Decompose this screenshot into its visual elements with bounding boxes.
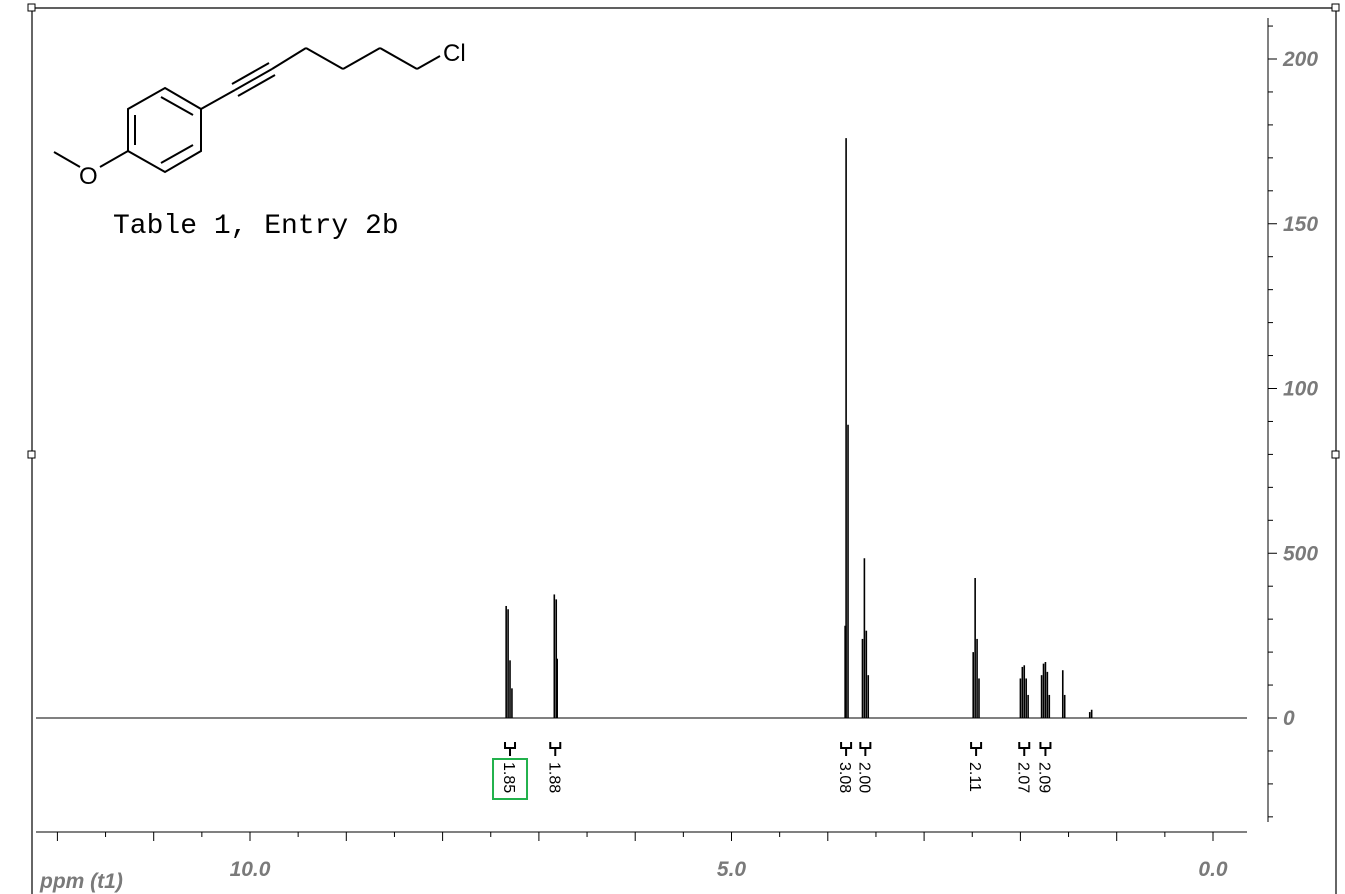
spectrum xyxy=(505,138,1093,718)
integral-marker: 2.00 xyxy=(855,742,872,793)
y-tick-label: 150 xyxy=(1283,213,1318,236)
ring-double-bond-2 xyxy=(160,144,194,164)
y-tick-label: 100 xyxy=(1283,378,1318,401)
integrals: 1.85 1.88 3.08 2.00 2.11 2.07 2.09 xyxy=(492,742,1052,800)
x-tick-label: 0.0 xyxy=(1198,858,1228,881)
integral-value: 2.00 xyxy=(855,762,872,793)
integral-marker: 2.09 xyxy=(1035,742,1052,793)
ring-double-bond-1 xyxy=(160,96,194,116)
integral-value: 1.85 xyxy=(500,762,517,793)
integral-marker: 2.07 xyxy=(1014,742,1031,793)
integral-bracket xyxy=(859,742,872,756)
x-axis-title: ppm (t1) xyxy=(39,870,123,893)
o-methyl-bond xyxy=(53,151,81,168)
integral-marker: 1.88 xyxy=(545,742,562,793)
ring-o-bond xyxy=(99,150,129,168)
integral-marker: 2.11 xyxy=(966,742,983,792)
chain-bond-2 xyxy=(305,47,344,70)
x-axis: 10.0 5.0 0.0 xyxy=(36,831,1247,881)
triple-bond-lower xyxy=(237,74,276,97)
oxygen-label: O xyxy=(79,163,98,190)
frame-handle-left[interactable] xyxy=(27,450,36,459)
chlorine-label: Cl xyxy=(443,40,466,67)
integral-value: 1.88 xyxy=(545,762,562,793)
chain-bond-cl xyxy=(416,55,441,70)
triple-bond-center xyxy=(234,68,273,91)
frame-handle-top-right[interactable] xyxy=(1331,3,1340,12)
compound-caption: Table 1, Entry 2b xyxy=(113,211,399,242)
frame-handle-right[interactable] xyxy=(1331,450,1340,459)
integral-bracket xyxy=(970,742,983,756)
integral-bracket xyxy=(840,742,853,756)
x-tick-label: 5.0 xyxy=(717,858,747,881)
chain-bond-3 xyxy=(342,47,381,70)
integral-value: 2.09 xyxy=(1035,762,1052,793)
y-tick-label: 200 xyxy=(1282,48,1318,71)
molecule-structure xyxy=(53,47,441,174)
integral-marker: 1.85 xyxy=(492,742,529,800)
triple-bond-upper xyxy=(231,62,270,85)
integral-bracket xyxy=(549,742,562,756)
integral-marker: 3.08 xyxy=(836,742,853,793)
integral-bracket xyxy=(1039,742,1052,756)
aryl-alkyne-bond xyxy=(200,89,236,110)
benzene-ring xyxy=(127,86,202,174)
y-tick-label: 500 xyxy=(1283,542,1318,565)
integral-value: 2.11 xyxy=(966,762,983,792)
integral-highlight-box xyxy=(492,758,529,800)
integral-value: 3.08 xyxy=(836,762,853,793)
x-tick-label: 10.0 xyxy=(230,858,271,881)
frame-handle-top-left[interactable] xyxy=(27,3,36,12)
chain-bond-1 xyxy=(271,47,307,70)
chain-bond-4 xyxy=(379,47,418,70)
integral-value: 2.07 xyxy=(1014,762,1031,793)
integral-bracket xyxy=(504,742,517,756)
y-axis: 0 500 100 150 200 xyxy=(1267,18,1318,822)
integral-bracket xyxy=(1018,742,1031,756)
y-tick-label: 0 xyxy=(1283,707,1295,730)
